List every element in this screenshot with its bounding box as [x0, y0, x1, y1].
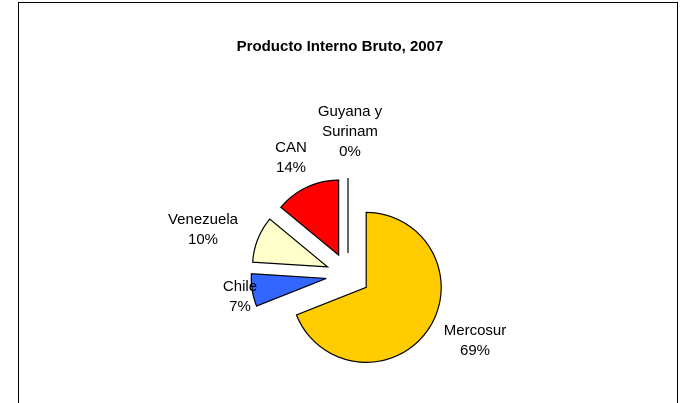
slice-value: 7%: [229, 298, 251, 315]
slice-label: Guyana y Surinam 0%: [305, 102, 395, 162]
pie-slice: [250, 273, 327, 307]
pie-slice: [279, 179, 340, 257]
slice-value: 10%: [187, 231, 219, 248]
chart-frame: [18, 2, 678, 403]
slice-label: Mercosur 69%: [430, 321, 520, 361]
slice-label: CAN 14%: [246, 138, 336, 178]
slice-label: Chile 7%: [195, 277, 285, 317]
slice-name: Venezuela: [167, 211, 239, 228]
chart-title: Producto Interno Bruto, 2007: [236, 38, 444, 55]
pie-slice: [295, 211, 442, 363]
slice-name: CAN: [275, 139, 307, 156]
slice-value: 14%: [275, 159, 307, 176]
slice-value: 69%: [459, 342, 491, 359]
slice-name: Guyana y Surinam: [317, 103, 383, 140]
pie-slice: [252, 218, 330, 268]
slice-value: 0%: [339, 143, 361, 160]
slice-name: Chile: [222, 278, 258, 295]
slice-label: Venezuela 10%: [158, 210, 248, 250]
slice-name: Mercosur: [443, 322, 507, 339]
